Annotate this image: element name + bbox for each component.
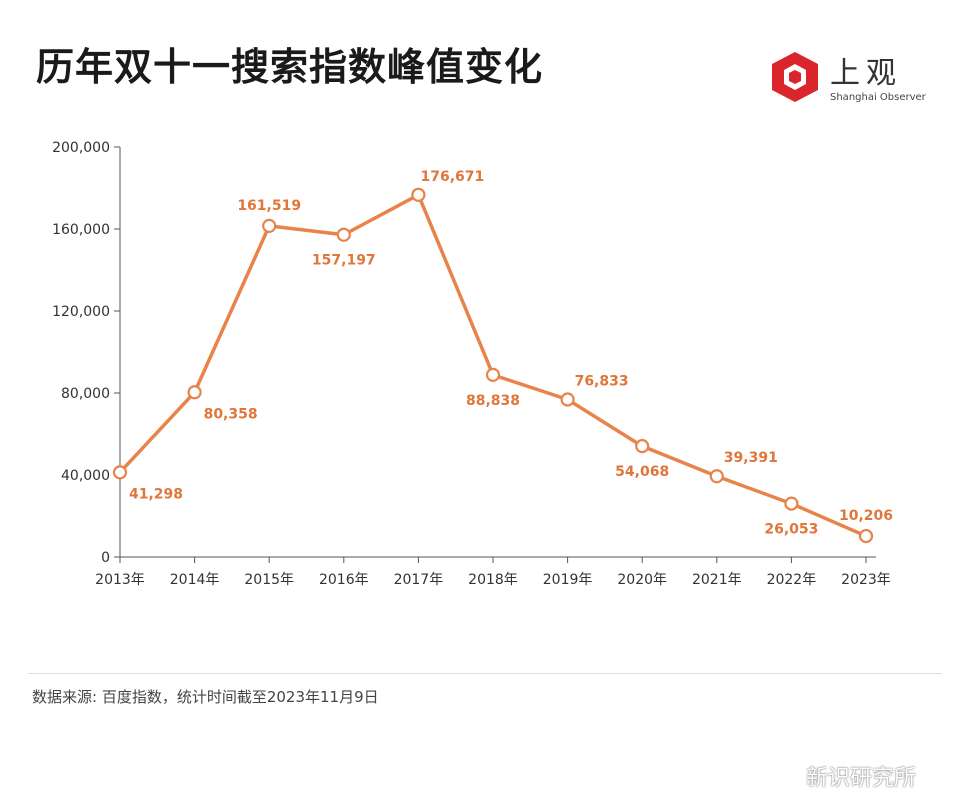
- data-point: [784, 496, 799, 511]
- y-tick-label: 40,000: [61, 468, 110, 484]
- y-tick-label: 200,000: [52, 140, 110, 156]
- data-label: 176,671: [421, 169, 485, 185]
- brand-logo: 上观 Shanghai Observer: [768, 48, 938, 108]
- x-tick-label: 2023年: [841, 572, 891, 588]
- x-tick-label: 2016年: [319, 572, 369, 588]
- data-label: 161,519: [237, 198, 301, 214]
- data-point: [112, 465, 128, 480]
- data-point: [635, 439, 650, 454]
- data-label: 54,068: [615, 464, 669, 480]
- data-point: [187, 385, 202, 400]
- footer-divider: [28, 673, 942, 674]
- x-tick-label: 2019年: [543, 572, 593, 588]
- data-label: 10,206: [839, 508, 893, 524]
- x-tick-label: 2017年: [394, 572, 444, 588]
- data-label: 80,358: [204, 406, 258, 422]
- brand-logo-en: Shanghai Observer: [830, 92, 926, 103]
- brand-logo-cn: 上观: [830, 56, 902, 91]
- x-tick-label: 2015年: [244, 572, 294, 588]
- x-tick-label: 2022年: [767, 572, 817, 588]
- line-chart: 0 40,000 80,000 120,000 160,000 200,000 2013年 2…: [52, 140, 893, 588]
- chart-axes: 0 40,000 80,000 120,000 160,000 200,000 2013年 2…: [52, 140, 891, 588]
- data-point: [709, 469, 724, 484]
- brand-logo-icon: [772, 52, 818, 102]
- y-tick-label: 80,000: [61, 386, 110, 402]
- data-point: [858, 528, 874, 544]
- data-point: [262, 218, 277, 233]
- data-label: 39,391: [724, 450, 778, 466]
- x-tick-label: 2014年: [170, 572, 220, 588]
- data-label: 157,197: [312, 253, 376, 269]
- data-label: 26,053: [764, 522, 818, 538]
- chart-series: 41,298 80,358 161,519 157,197 176,671 88,838 7…: [112, 169, 893, 544]
- data-point: [411, 187, 426, 202]
- watermark: 新识研究所: [806, 766, 917, 791]
- data-label: 76,833: [575, 373, 629, 389]
- chart-title: 历年双十一搜索指数峰值变化: [36, 45, 544, 89]
- data-label: 41,298: [129, 486, 183, 502]
- y-tick-label: 120,000: [52, 304, 110, 320]
- x-tick-label: 2018年: [468, 572, 518, 588]
- y-tick-label: 160,000: [52, 222, 110, 238]
- data-point: [336, 227, 351, 242]
- y-tick-label: 0: [101, 550, 110, 566]
- data-point: [560, 392, 575, 407]
- data-label: 88,838: [466, 393, 520, 409]
- x-tick-label: 2013年: [95, 572, 145, 588]
- data-point: [485, 367, 501, 382]
- data-source-note: 数据来源: 百度指数，统计时间截至2023年11月9日: [32, 688, 379, 706]
- x-tick-label: 2021年: [692, 572, 742, 588]
- x-tick-label: 2020年: [617, 572, 667, 588]
- series-line: [118, 193, 867, 538]
